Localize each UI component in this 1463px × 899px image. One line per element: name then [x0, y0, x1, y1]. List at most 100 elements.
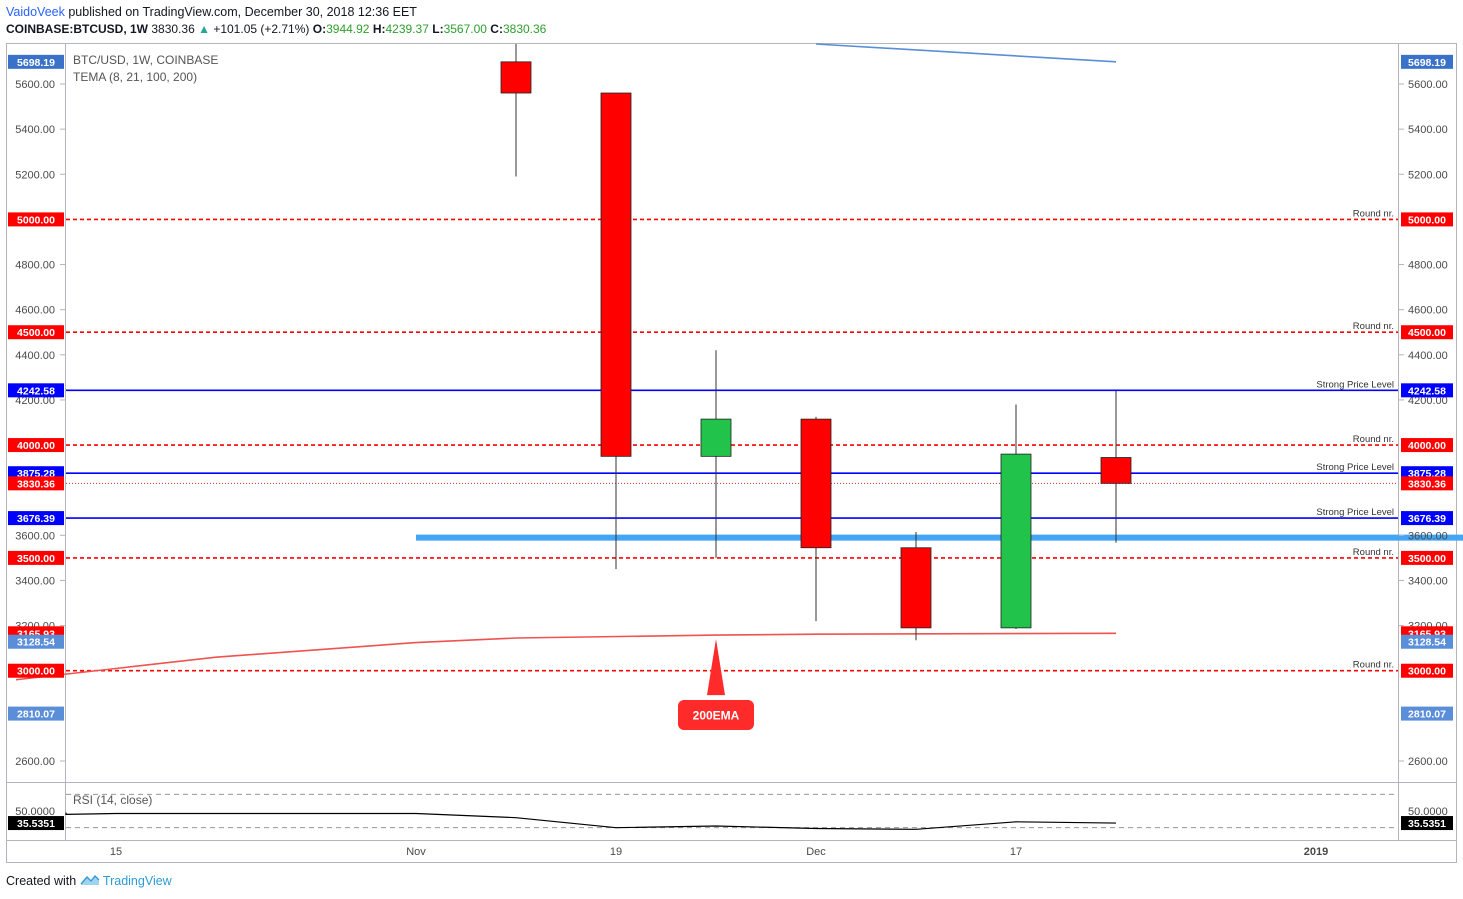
price-tick-left: 4800.00: [15, 260, 55, 272]
price-tick-right: 2600.00: [1408, 756, 1448, 768]
rsi-line: [65, 812, 1117, 830]
footer: Created with TradingView: [6, 874, 172, 888]
high-label: H:: [372, 22, 386, 36]
price-tag-left: [8, 383, 64, 398]
price-tick-right: 4200.00: [1408, 395, 1448, 407]
indicator-legend: TEMA (8, 21, 100, 200): [73, 70, 197, 84]
bearish-candle: [800, 418, 832, 549]
price-tag-right-label: 4242.58: [1408, 385, 1446, 397]
price-tick-left: 4600.00: [15, 305, 55, 317]
price-tick-right: 3600.00: [1408, 530, 1448, 542]
round-level-label: Round nr.: [1353, 321, 1394, 332]
price-tag-left-label: 3000.00: [17, 666, 55, 678]
chart-frame: [6, 43, 1457, 863]
low-value: 3567.00: [443, 22, 487, 36]
price-tag-right-label: 5698.19: [1408, 57, 1446, 69]
price-tag-right-label: 3830.36: [1408, 478, 1446, 490]
time-tick-label: Nov: [406, 846, 426, 858]
price-tag-left: [8, 550, 64, 565]
price-tick-right: 5200.00: [1408, 169, 1448, 181]
round-level-label: Round nr.: [1353, 547, 1394, 558]
ema-callout-label: 200EMA: [693, 709, 740, 723]
price-tag-right: [1401, 438, 1453, 453]
price-tick-left: 4200.00: [15, 395, 55, 407]
open-label: O:: [312, 22, 327, 36]
price-tag-left: [8, 663, 64, 678]
price-tag-right-label: 5000.00: [1408, 214, 1446, 226]
price-tick-right: 5600.00: [1408, 79, 1448, 91]
rsi-tag-right-label: 35.5351: [1408, 818, 1446, 830]
bearish-candle: [600, 92, 632, 457]
price-tag-left: [8, 325, 64, 340]
price-tag-left: [8, 511, 64, 526]
price-tick-left: 2600.00: [15, 756, 55, 768]
time-tick-label: 17: [1010, 846, 1022, 858]
price-tag-right: [1401, 550, 1453, 565]
tema-upper-line: [815, 43, 1117, 63]
rsi-tag-right: [1401, 816, 1453, 831]
rsi-tick-left: 50.0000: [15, 806, 55, 818]
low-label: L:: [432, 22, 444, 36]
price-tag-right-label: 4500.00: [1408, 327, 1446, 339]
price-tag-left: [8, 212, 64, 227]
price-tag-right-label: 3676.39: [1408, 513, 1446, 525]
price-tag-right: [1401, 511, 1453, 526]
last-price: 3830.36: [151, 22, 195, 36]
price-tag-right: [1401, 54, 1453, 69]
price-tag-left-label: 3676.39: [17, 513, 55, 525]
ema-callout-pointer: [707, 639, 725, 696]
price-tag-right: [1401, 476, 1453, 491]
ema200-line: [15, 632, 1117, 681]
strong-level-label: Strong Price Level: [1316, 462, 1394, 473]
price-tick-left: 5600.00: [15, 79, 55, 91]
tradingview-logo-icon: [80, 874, 103, 888]
publish-info: VaidoVeek published on TradingView.com, …: [6, 5, 417, 19]
tradingview-brand[interactable]: TradingView: [102, 874, 172, 888]
price-tag-right: [1401, 634, 1453, 649]
price-tick-right: 4800.00: [1408, 260, 1448, 272]
price-tick-right: 4400.00: [1408, 350, 1448, 362]
price-tag-left-label: 4242.58: [17, 385, 55, 397]
time-tick-label: 19: [610, 846, 622, 858]
price-tag-right: [1401, 212, 1453, 227]
price-tag-left: [8, 438, 64, 453]
price-tick-right: 5400.00: [1408, 124, 1448, 136]
price-tick-left: 5200.00: [15, 169, 55, 181]
price-tag-left-label: 4500.00: [17, 327, 55, 339]
strong-level-label: Strong Price Level: [1316, 507, 1394, 518]
strong-level-label: Strong Price Level: [1316, 379, 1394, 390]
close-value: 3830.36: [502, 22, 547, 36]
rsi-tag-left-label: 35.5351: [17, 818, 55, 830]
bearish-candle: [500, 61, 532, 94]
price-tag-right: [1401, 383, 1453, 398]
price-tag-right-label: 3128.54: [1408, 637, 1446, 649]
bullish-candle: [700, 418, 732, 457]
price-chart[interactable]: Round nr. Round nr. Round nr. Round nr. Roun…: [0, 0, 1463, 870]
price-tick-left: 4400.00: [15, 350, 55, 362]
price-tag-left-label: 3830.36: [17, 478, 55, 490]
price-tag-left-label: 2810.07: [17, 709, 55, 721]
created-with-text: Created with: [6, 874, 77, 888]
price-tag-right-label: 3500.00: [1408, 553, 1446, 565]
chart-title: BTC/USD, 1W, COINBASE: [73, 53, 218, 67]
price-tag-right: [1401, 663, 1453, 678]
price-tag-right-label: 2810.07: [1408, 709, 1446, 721]
price-tick-right: 3400.00: [1408, 575, 1448, 587]
price-tag-left: [8, 476, 64, 491]
price-tag-left: [8, 706, 64, 721]
price-tag-left-label: 3500.00: [17, 553, 55, 565]
price-tag-right: [1401, 706, 1453, 721]
round-level-label: Round nr.: [1353, 434, 1394, 445]
high-value: 4239.37: [385, 22, 429, 36]
price-tag-left-label: 4000.00: [17, 440, 55, 452]
time-tick-label: 15: [110, 846, 122, 858]
symbol-label: COINBASE:BTCUSD, 1W: [6, 22, 149, 36]
price-tag-left: [8, 634, 64, 649]
author-link[interactable]: VaidoVeek: [6, 5, 65, 19]
up-arrow-icon: ▲: [198, 22, 210, 36]
price-tick-left: 3400.00: [15, 575, 55, 587]
bearish-candle: [900, 547, 932, 629]
bearish-candle: [1100, 457, 1132, 484]
open-value: 3944.92: [326, 22, 370, 36]
symbol-info: COINBASE:BTCUSD, 1W 3830.36 ▲ +101.05 (+…: [6, 22, 546, 36]
